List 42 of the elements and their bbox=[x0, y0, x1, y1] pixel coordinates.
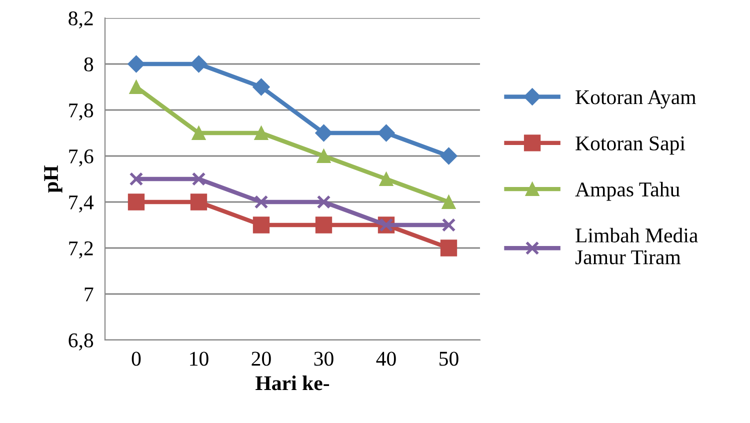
x-tick-label: 0 bbox=[132, 352, 141, 366]
y-tick-label: 7,8 bbox=[69, 103, 94, 120]
point bbox=[252, 216, 270, 234]
y-tick-label: 7,6 bbox=[69, 149, 94, 166]
point bbox=[440, 147, 458, 165]
y-tick-label: 8,2 bbox=[68, 11, 93, 28]
point bbox=[316, 195, 331, 209]
point bbox=[440, 240, 458, 256]
point bbox=[316, 149, 331, 163]
y-axis-title: pH bbox=[44, 165, 62, 193]
point bbox=[315, 216, 332, 234]
point bbox=[254, 195, 268, 209]
y-tick-label: 7,2 bbox=[69, 241, 93, 258]
point bbox=[190, 194, 208, 210]
point bbox=[379, 172, 394, 186]
point bbox=[129, 80, 144, 94]
x-axis-title: Hari ke- bbox=[256, 376, 330, 390]
point bbox=[128, 55, 145, 73]
x-tick-label: 20 bbox=[252, 352, 271, 366]
point bbox=[252, 78, 270, 96]
legend-label: Ampas Tahu bbox=[575, 182, 680, 201]
y-tick-label: 7,4 bbox=[69, 196, 94, 212]
legend-label: Kotoran Ayam bbox=[576, 90, 696, 109]
point bbox=[192, 126, 206, 140]
legend-label: Limbah Media Jamur Tiram bbox=[575, 228, 698, 264]
x-tick-label: 10 bbox=[190, 352, 208, 366]
point bbox=[378, 124, 395, 142]
x-tick-label: 30 bbox=[314, 352, 334, 366]
point bbox=[128, 194, 145, 210]
point bbox=[254, 126, 268, 140]
x-tick-label: 50 bbox=[440, 352, 458, 366]
point bbox=[442, 218, 456, 232]
point bbox=[129, 172, 144, 186]
y-tick-label: 7 bbox=[84, 288, 94, 302]
y-tick-label: 6,8 bbox=[68, 333, 94, 350]
y-tick-label: 8 bbox=[84, 57, 94, 72]
point bbox=[192, 172, 206, 186]
point bbox=[442, 195, 456, 209]
legend-label: Kotoran Sapi bbox=[576, 136, 686, 155]
point bbox=[190, 55, 208, 73]
x-tick-label: 40 bbox=[376, 352, 396, 366]
point bbox=[315, 124, 332, 142]
